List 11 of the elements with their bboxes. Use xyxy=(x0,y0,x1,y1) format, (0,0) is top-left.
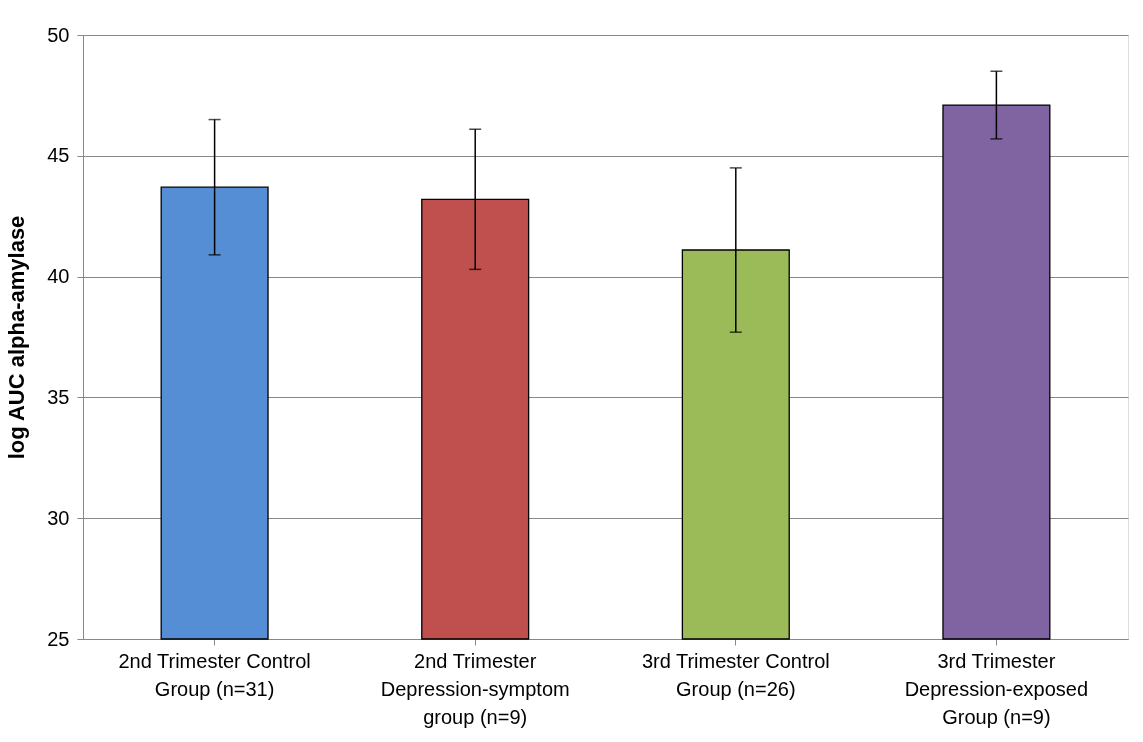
y-tick-label: 40 xyxy=(47,265,70,288)
y-tick-label: 30 xyxy=(47,506,70,529)
y-tick-label: 45 xyxy=(47,144,70,167)
y-tick-label: 25 xyxy=(47,627,70,650)
x-tick-label: 2nd Trimester Depression-symptom group (n=9) xyxy=(380,649,570,728)
y-tick-label: 50 xyxy=(47,23,70,46)
y-axis-title: log AUC alpha-amylase xyxy=(4,215,30,460)
x-tick-label: 3rd Trimester Control Group (n=26) xyxy=(641,649,830,700)
x-tick-label: 2nd Trimester Control Group (n=31) xyxy=(118,649,311,700)
y-tick-label: 35 xyxy=(47,385,70,408)
x-tick-label: 3rd Trimester Depression-exposed Group (n=9) xyxy=(904,649,1089,728)
